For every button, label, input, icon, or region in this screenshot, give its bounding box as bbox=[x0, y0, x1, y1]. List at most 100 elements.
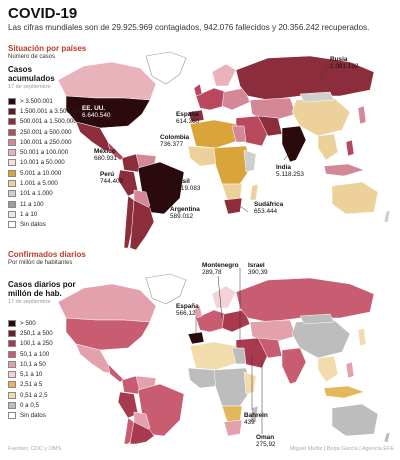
label-brasil: Brasil 4.419.083 bbox=[172, 178, 200, 192]
cases-legend-label: 100.001 a 250.000 bbox=[20, 138, 72, 146]
daily-legend-item: 250,1 a 500 bbox=[8, 328, 53, 338]
cases-map bbox=[57, 51, 391, 251]
daily-legend-label: 100,1 a 250 bbox=[20, 340, 53, 348]
label-usa: EE. UU. 6.640.540 bbox=[82, 105, 110, 119]
cases-legend-item: 500.001 a 1.500.000 bbox=[8, 117, 82, 127]
cases-legend-swatch bbox=[8, 97, 16, 105]
daily-legend-swatch bbox=[8, 381, 16, 389]
daily-legend-label: 0 a 0,5 bbox=[20, 402, 39, 410]
label-peru: Perú 744.400 bbox=[100, 171, 123, 185]
daily-legend-item: 100,1 a 250 bbox=[8, 339, 53, 349]
map2-central-asia bbox=[249, 319, 297, 345]
daily-legend-item: 0,51 a 2,5 bbox=[8, 390, 53, 400]
cases-legend-title-line2: acumulados bbox=[8, 74, 55, 83]
cases-legend-swatch bbox=[8, 210, 16, 218]
label-sudafrica-value: 653.444 bbox=[254, 208, 278, 216]
cases-legend-item: 50.001 a 100.000 bbox=[8, 147, 82, 157]
daily-legend-swatch bbox=[8, 402, 16, 410]
label-espana: España 614.360 bbox=[176, 111, 199, 125]
daily-legend-label: 5,1 a 10 bbox=[20, 371, 43, 379]
label-mexico: México 680.931 bbox=[94, 148, 117, 162]
daily-legend-label: 10,1 a 50 bbox=[20, 360, 46, 368]
map2-peru bbox=[117, 391, 139, 419]
daily-legend-label: 50,1 a 100 bbox=[20, 350, 50, 358]
map2-eastern-europe bbox=[221, 309, 251, 333]
map2-spain bbox=[187, 331, 205, 345]
map-peru bbox=[117, 169, 139, 197]
cases-legend-swatch bbox=[8, 221, 16, 229]
map-philippines bbox=[345, 139, 355, 157]
cases-legend-label: 1.001 a 5.000 bbox=[20, 180, 58, 188]
daily-section-subtitle: Por millón de habitantes bbox=[8, 260, 73, 266]
label-bahrein-name: Bahrein bbox=[244, 412, 268, 419]
daily-legend-swatch bbox=[8, 350, 16, 358]
cases-legend-item: 10.001 a 50.000 bbox=[8, 158, 82, 168]
leader-line-montenegro bbox=[217, 275, 223, 319]
cases-legend-label: 250.001 a 500.000 bbox=[20, 128, 72, 136]
page-title: COVID-19 bbox=[8, 5, 78, 22]
label-bahrein: Bahrein 439 bbox=[244, 412, 268, 426]
cases-legend-date: 17 de septiembre bbox=[8, 84, 51, 90]
daily-legend-item: 5,1 a 10 bbox=[8, 369, 53, 379]
label-india-value: 5.118.253 bbox=[276, 171, 304, 179]
leader-line-rusia bbox=[319, 65, 331, 77]
map-india bbox=[281, 125, 307, 163]
daily-legend-swatch bbox=[8, 360, 16, 368]
cases-legend-label: > 3.500.001 bbox=[20, 97, 53, 105]
label-peru-name: Perú bbox=[100, 171, 115, 178]
daily-legend-item: 2,51 a 5 bbox=[8, 380, 53, 390]
map2-central-america bbox=[107, 363, 125, 383]
label-colombia-value: 736.377 bbox=[160, 141, 184, 149]
daily-map bbox=[57, 268, 391, 445]
daily-legend-label: 0,51 a 2,5 bbox=[20, 391, 48, 399]
daily-legend-swatch bbox=[8, 329, 16, 337]
map-south-africa bbox=[223, 197, 243, 215]
map-greenland bbox=[145, 51, 187, 85]
cases-legend-swatch bbox=[8, 107, 16, 115]
daily-legend-swatch bbox=[8, 319, 16, 327]
page-subtitle: Las cifras mundiales son de 29.925.969 c… bbox=[8, 23, 370, 32]
daily-legend-label: Sin datos bbox=[20, 412, 46, 420]
label-india-name: India bbox=[276, 164, 291, 171]
daily-legend-label: 250,1 a 500 bbox=[20, 329, 53, 337]
label-espana-value: 614.360 bbox=[176, 118, 200, 126]
daily-legend-swatch bbox=[8, 412, 16, 420]
label-argentina-name: Argentina bbox=[170, 206, 200, 213]
label-rusia-value: 1.081.152 bbox=[330, 63, 359, 71]
footer-sources: Fuentes: CDC y OMS bbox=[8, 446, 62, 452]
cases-legend-label: 50.001 a 100.000 bbox=[20, 149, 69, 157]
daily-legend-swatch bbox=[8, 391, 16, 399]
cases-legend-label: 1 a 10 bbox=[20, 210, 38, 218]
map-scandinavia bbox=[211, 63, 237, 87]
map-usa bbox=[65, 95, 151, 129]
cases-legend-label: 101 a 1.000 bbox=[20, 190, 53, 198]
map2-north-africa bbox=[189, 341, 241, 371]
cases-legend-swatch bbox=[8, 200, 16, 208]
cases-legend-title-line1: Casos bbox=[8, 65, 33, 74]
map2-scandinavia bbox=[211, 285, 237, 309]
label-usa-value: 6.640.540 bbox=[82, 112, 111, 120]
map2-canada bbox=[57, 283, 157, 323]
map2-new-zealand bbox=[383, 431, 391, 443]
leader-line-india bbox=[283, 151, 291, 161]
label-brasil-name: Brasil bbox=[172, 178, 190, 185]
cases-section-subtitle: Número de casos bbox=[8, 54, 56, 60]
label-sudafrica-name: Sudáfrica bbox=[254, 201, 284, 208]
cases-legend-item: 5.001 a 10.000 bbox=[8, 168, 82, 178]
label-rusia-name: Rusia bbox=[330, 56, 348, 63]
label-mexico-name: México bbox=[94, 148, 116, 155]
cases-legend-item: 101 a 1.000 bbox=[8, 189, 82, 199]
daily-legend-title-line1: Casos diarios por bbox=[8, 280, 76, 289]
label-montenegro: Montenegro 289,78 bbox=[202, 262, 239, 276]
label-brasil-value: 4.419.083 bbox=[172, 185, 201, 193]
cases-legend-swatch bbox=[8, 190, 16, 198]
map2-indonesia bbox=[323, 385, 365, 399]
cases-legend-item: 1.001 a 5.000 bbox=[8, 178, 82, 188]
leader-line-sudafrica bbox=[239, 205, 249, 213]
map2-south-africa bbox=[223, 419, 243, 437]
cases-legend-item: 11 a 100 bbox=[8, 199, 82, 209]
cases-legend-label: 11 a 100 bbox=[20, 200, 44, 208]
label-colombia: Colombia 736.377 bbox=[160, 134, 189, 148]
label-oman-name: Oman bbox=[256, 434, 275, 441]
map-central-asia bbox=[249, 97, 297, 123]
